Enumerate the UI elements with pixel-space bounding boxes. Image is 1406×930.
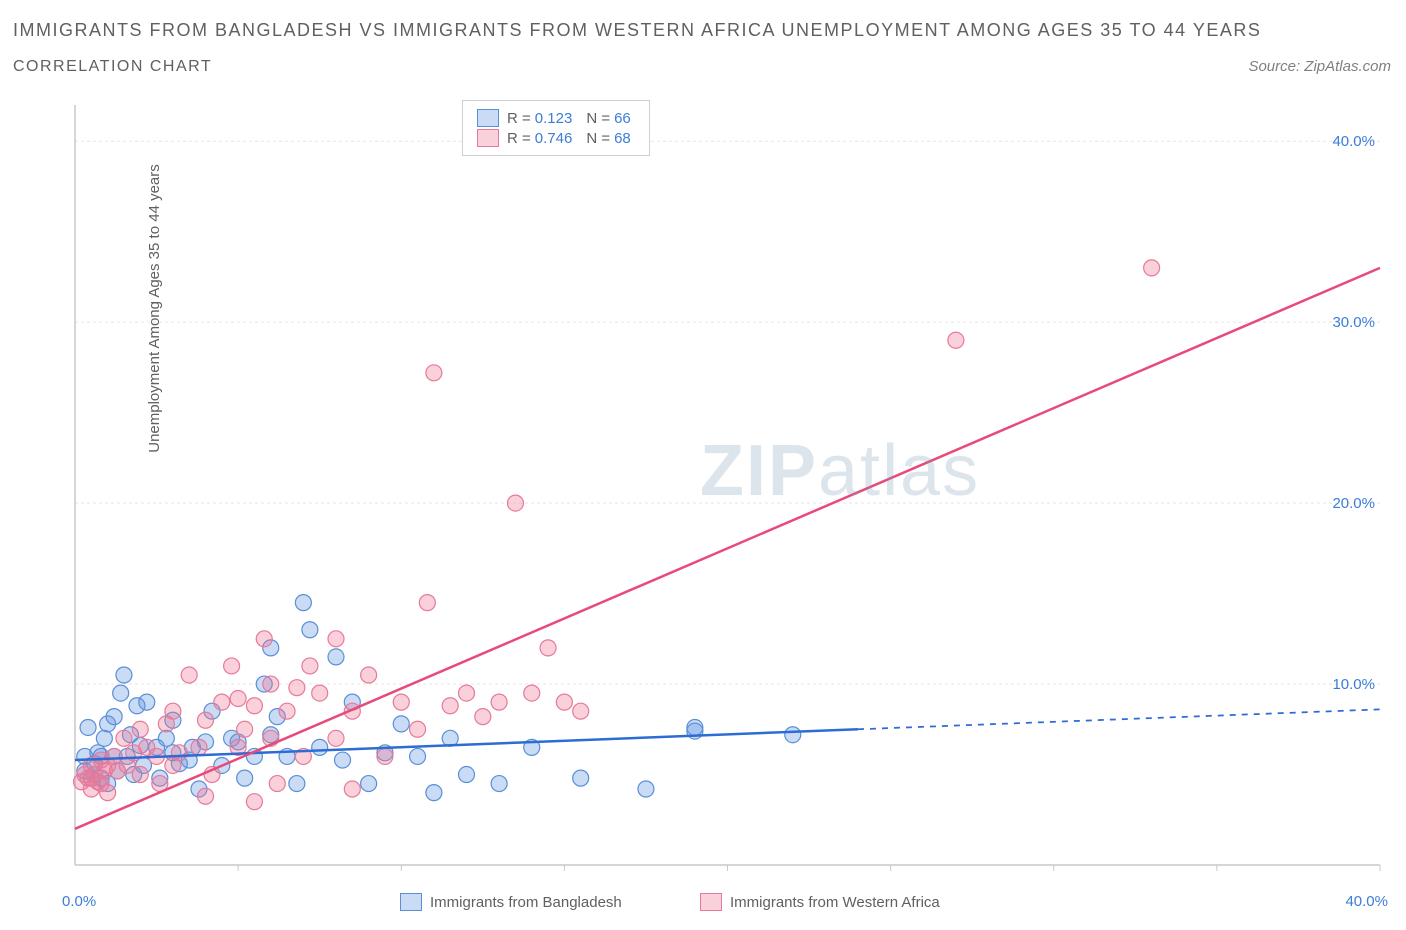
legend-r-label: R = bbox=[507, 130, 531, 147]
legend-swatch-1 bbox=[477, 129, 499, 147]
series-legend-0: Immigrants from Bangladesh bbox=[400, 893, 622, 911]
series-legend-label-0: Immigrants from Bangladesh bbox=[430, 894, 622, 911]
correlation-chart: 10.0% 20.0% 30.0% 40.0% bbox=[65, 95, 1390, 875]
x-tick-1: 40.0% bbox=[1345, 893, 1388, 910]
x-tick-0: 0.0% bbox=[62, 893, 96, 910]
legend-swatch-bottom-1 bbox=[700, 893, 722, 911]
legend-r-label: R = bbox=[507, 110, 531, 127]
legend-n-value-0: 66 bbox=[614, 110, 631, 127]
svg-text:40.0%: 40.0% bbox=[1332, 133, 1375, 150]
series-legend-1: Immigrants from Western Africa bbox=[700, 893, 940, 911]
chart-svg: 10.0% 20.0% 30.0% 40.0% bbox=[65, 95, 1390, 875]
source-label: Source: ZipAtlas.com bbox=[1248, 58, 1391, 75]
stats-legend-row-0: R = 0.123 N = 66 bbox=[477, 109, 635, 127]
legend-n-label: N = bbox=[586, 130, 610, 147]
legend-swatch-0 bbox=[477, 109, 499, 127]
page-title: IMMIGRANTS FROM BANGLADESH VS IMMIGRANTS… bbox=[13, 20, 1261, 41]
legend-n-value-1: 68 bbox=[614, 130, 631, 147]
page-subtitle: CORRELATION CHART bbox=[13, 58, 212, 76]
legend-r-value-0: 0.123 bbox=[535, 110, 573, 127]
legend-r-value-1: 0.746 bbox=[535, 130, 573, 147]
legend-n-label: N = bbox=[586, 110, 610, 127]
svg-text:20.0%: 20.0% bbox=[1332, 495, 1375, 512]
stats-legend: R = 0.123 N = 66 R = 0.746 N = 68 bbox=[462, 100, 650, 156]
series-legend-label-1: Immigrants from Western Africa bbox=[730, 894, 940, 911]
svg-text:10.0%: 10.0% bbox=[1332, 676, 1375, 693]
stats-legend-row-1: R = 0.746 N = 68 bbox=[477, 129, 635, 147]
legend-swatch-bottom-0 bbox=[400, 893, 422, 911]
svg-text:30.0%: 30.0% bbox=[1332, 314, 1375, 331]
